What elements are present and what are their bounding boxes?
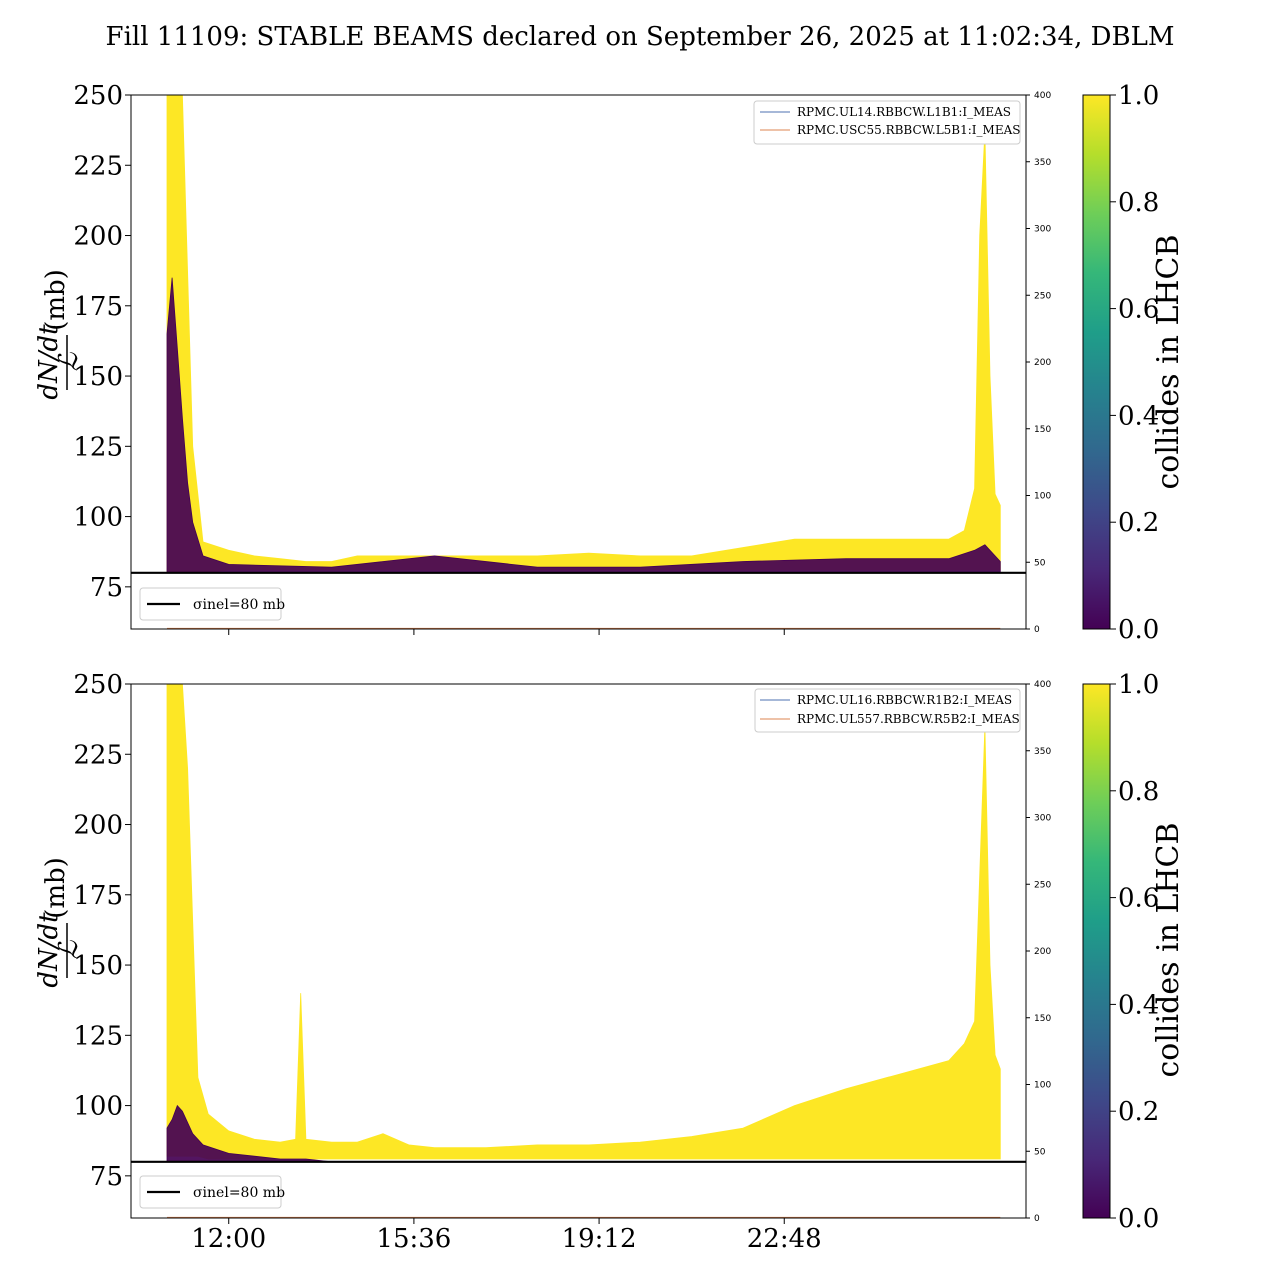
sigma-legend-label: σinel=80 mb — [193, 597, 285, 613]
figure-title: Fill 11109: STABLE BEAMS declared on Sep… — [106, 22, 1175, 52]
y2-tick-label: 50 — [1034, 558, 1046, 568]
y-label-numerator: dN/dt — [34, 912, 64, 988]
y-tick-label: 200 — [73, 811, 123, 841]
y2-tick-label: 150 — [1034, 1014, 1051, 1024]
bottom-sigma-legend: σinel=80 mb — [139, 1175, 285, 1209]
x-tick-label: 15:36 — [376, 1224, 451, 1254]
y-tick-label: 200 — [73, 222, 123, 252]
y-tick-label: 225 — [73, 151, 123, 181]
bottom-y-axis-label: dN/dt ℒ (mb) — [34, 857, 84, 987]
plot-body — [166, 684, 1001, 1218]
x-tick-label: 19:12 — [562, 1224, 637, 1254]
y2-tick-label: 350 — [1034, 747, 1051, 757]
y-tick-label: 100 — [73, 503, 123, 533]
y2-tick-label: 350 — [1034, 158, 1051, 168]
bottom-plot-area: 75 100 125 150 175 200 225 250 0 50 100 150 200 250 30… — [73, 670, 1051, 1254]
y2-tick-label: 400 — [1034, 680, 1051, 690]
y-label-denominator: ℒ — [54, 939, 84, 959]
y-label-numerator: dN/dt — [34, 324, 64, 400]
y2-tick-label: 250 — [1034, 880, 1051, 890]
bottom-legend: RPMC.UL16.RBBCW.R1B2:I_MEAS RPMC.UL557.R… — [754, 688, 1021, 733]
colorbar-tick-label: 0.2 — [1118, 1097, 1159, 1127]
top-legend: RPMC.UL14.RBBCW.L1B1:I_MEAS RPMC.USC55.R… — [753, 100, 1021, 145]
x-tick-label: 12:00 — [191, 1224, 266, 1254]
y2-tick-label: 0 — [1034, 1214, 1040, 1224]
colorbar-tick-label: 0.2 — [1118, 508, 1159, 538]
top-plot-area: 75 100 125 150 175 200 225 250 0 50 100 150 200 250 30… — [73, 81, 1051, 635]
y-label-denominator: ℒ — [54, 351, 84, 371]
y-tick-label: 125 — [73, 432, 123, 462]
y-tick-label: 225 — [73, 740, 123, 770]
y2-tick-label: 100 — [1034, 492, 1051, 502]
y-tick-label: 250 — [73, 670, 123, 700]
colorbar-tick-label: 1.0 — [1118, 670, 1159, 700]
legend-entry: RPMC.UL557.RBBCW.R5B2:I_MEAS — [797, 712, 1020, 726]
y2-tick-label: 300 — [1034, 814, 1051, 824]
y2-tick-label: 200 — [1034, 358, 1051, 368]
non-colliding-series-band — [166, 277, 1001, 574]
y-tick-label: 125 — [73, 1021, 123, 1051]
colorbar-tick-label: 0.4 — [1118, 990, 1159, 1020]
colorbar-tick-label: 0.0 — [1118, 615, 1159, 645]
y-tick-label: 175 — [73, 292, 123, 322]
plot-body — [166, 95, 1001, 629]
y-tick-label: 75 — [90, 573, 123, 603]
legend-entry: RPMC.UL14.RBBCW.L1B1:I_MEAS — [797, 105, 1011, 119]
colorbar-tick-label: 0.6 — [1118, 884, 1159, 914]
y2-tick-label: 150 — [1034, 425, 1051, 435]
bottom-panel: dN/dt ℒ (mb) 75 100 125 150 175 200 225 250 0 50 1… — [34, 670, 1051, 1254]
colorbar-tick-label: 0.0 — [1118, 1204, 1159, 1234]
y2-tick-label: 50 — [1034, 1147, 1046, 1157]
top-sigma-legend: σinel=80 mb — [139, 587, 285, 621]
y-tick-label: 100 — [73, 1092, 123, 1122]
colorbar-tick-label: 1.0 — [1118, 81, 1159, 111]
y2-tick-label: 100 — [1034, 1081, 1051, 1091]
colorbar-tick-label: 0.8 — [1118, 777, 1159, 807]
y-label-unit: (mb) — [41, 857, 71, 919]
x-tick-label: 22:48 — [747, 1224, 822, 1254]
colorbar-tick-label: 0.4 — [1118, 401, 1159, 431]
colliding-series-band — [166, 684, 1001, 1160]
top-colorbar: collides in LHCB 0.0 0.2 0.4 0.6 0.8 1.0 — [1082, 81, 1186, 645]
y-tick-label: 150 — [73, 951, 123, 981]
y2-tick-label: 300 — [1034, 225, 1051, 235]
y2-tick-label: 400 — [1034, 91, 1051, 101]
y2-tick-label: 250 — [1034, 291, 1051, 301]
legend-entry: RPMC.USC55.RBBCW.L5B1:I_MEAS — [797, 123, 1020, 137]
y2-tick-label: 200 — [1034, 947, 1051, 957]
y-label-unit: (mb) — [41, 269, 71, 331]
colorbar-tick-label: 0.8 — [1118, 188, 1159, 218]
sigma-legend-label: σinel=80 mb — [193, 1185, 285, 1201]
y-tick-label: 175 — [73, 881, 123, 911]
colorbar-tick-label: 0.6 — [1118, 295, 1159, 325]
y-tick-label: 150 — [73, 362, 123, 392]
bottom-colorbar: collides in LHCB 0.0 0.2 0.4 0.6 0.8 1.0 — [1082, 670, 1186, 1234]
top-panel: dN/dt ℒ (mb) 75 100 125 150 175 200 225 250 0 50 1… — [34, 81, 1051, 635]
y2-tick-label: 0 — [1034, 625, 1040, 635]
colorbar-label: collides in LHCB — [1151, 822, 1186, 1077]
top-y-axis-label: dN/dt ℒ (mb) — [34, 269, 84, 399]
legend-entry: RPMC.UL16.RBBCW.R1B2:I_MEAS — [797, 693, 1012, 707]
colliding-series-band — [166, 95, 1001, 574]
y-tick-label: 250 — [73, 81, 123, 111]
y-tick-label: 75 — [90, 1162, 123, 1192]
colorbar-label: collides in LHCB — [1151, 234, 1186, 489]
